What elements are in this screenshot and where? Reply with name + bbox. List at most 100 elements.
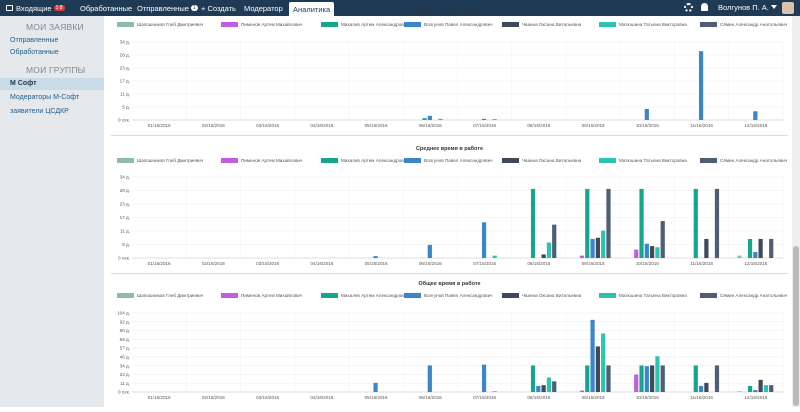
bar[interactable] bbox=[747, 385, 753, 392]
bar[interactable] bbox=[655, 356, 660, 392]
bar[interactable] bbox=[601, 333, 606, 392]
bar[interactable] bbox=[644, 243, 649, 258]
legend-item[interactable]: Чванна Оксана Витальевна bbox=[502, 158, 582, 163]
bar[interactable] bbox=[769, 238, 774, 258]
legend-item[interactable]: Волгунов Павел Александрович bbox=[404, 158, 493, 163]
legend-item[interactable]: Матюшина Татьяна Викторовна bbox=[599, 293, 687, 298]
bar[interactable] bbox=[595, 237, 600, 258]
bar[interactable] bbox=[541, 385, 546, 392]
bar[interactable] bbox=[650, 246, 655, 258]
bar[interactable] bbox=[541, 254, 546, 258]
bar[interactable] bbox=[530, 365, 536, 392]
legend-item[interactable]: Сёмин Александр Анатольевич bbox=[700, 158, 788, 163]
bar[interactable] bbox=[552, 224, 557, 258]
nav-sent[interactable]: Отправленные 1 bbox=[137, 3, 198, 13]
bar[interactable] bbox=[427, 365, 432, 392]
bar[interactable] bbox=[373, 382, 378, 392]
bar[interactable] bbox=[492, 119, 497, 120]
legend-item[interactable]: Матюшина Татьяна Викторовна bbox=[599, 158, 687, 163]
scrollbar[interactable] bbox=[792, 16, 800, 407]
bar[interactable] bbox=[481, 222, 487, 258]
bar[interactable] bbox=[714, 188, 720, 258]
bar[interactable] bbox=[546, 242, 552, 258]
chevron-down-icon[interactable] bbox=[771, 5, 777, 9]
bar[interactable] bbox=[714, 365, 720, 392]
legend-item[interactable]: Волгунов Павел Александрович bbox=[404, 293, 493, 298]
bar[interactable] bbox=[492, 391, 497, 392]
legend-item[interactable]: Михалев Артем Александрович bbox=[321, 22, 409, 27]
legend-item[interactable]: Шапошников Глеб Дмитриевич bbox=[117, 22, 204, 27]
sidebar-group-m-soft[interactable]: М Софт bbox=[0, 78, 104, 90]
bar[interactable] bbox=[753, 111, 758, 120]
bar[interactable] bbox=[644, 108, 649, 120]
user-name[interactable]: Волгунов П. А. bbox=[718, 3, 769, 12]
bar[interactable] bbox=[737, 391, 742, 392]
bar[interactable] bbox=[639, 188, 644, 258]
legend-item[interactable]: Шапошников Глеб Дмитриевич bbox=[117, 293, 204, 298]
bar[interactable] bbox=[427, 115, 432, 120]
legend-item[interactable]: Чванна Оксана Витальевна bbox=[502, 293, 582, 298]
bar[interactable] bbox=[585, 365, 590, 392]
bell-icon[interactable] bbox=[701, 3, 708, 11]
bar[interactable] bbox=[693, 188, 698, 258]
bar[interactable] bbox=[481, 118, 487, 120]
bar[interactable] bbox=[698, 385, 704, 392]
legend-item[interactable]: Сёмин Александр Анатольевич bbox=[700, 293, 788, 298]
legend-item[interactable]: Матюшина Татьяна Викторовна bbox=[599, 22, 687, 27]
nav-analytics[interactable]: Аналитика bbox=[289, 2, 335, 16]
sidebar-link-sent[interactable]: Отправленные bbox=[10, 37, 59, 44]
legend-item[interactable]: Михалев Артем Александрович bbox=[321, 158, 409, 163]
nav-inbox[interactable]: Входящие 1 8 bbox=[2, 0, 69, 16]
bar[interactable] bbox=[704, 382, 709, 392]
bar[interactable] bbox=[763, 385, 769, 392]
legend-item[interactable]: Пименов Артем Михайлович bbox=[221, 157, 303, 163]
bar[interactable] bbox=[634, 374, 639, 392]
bar[interactable] bbox=[650, 365, 655, 392]
bar[interactable] bbox=[758, 238, 763, 258]
sidebar-group-applicants[interactable]: заявители ЦСДКР bbox=[10, 108, 69, 115]
legend-item[interactable]: Михалев Артем Александрович bbox=[321, 293, 409, 298]
bar[interactable] bbox=[753, 390, 758, 392]
legend-item[interactable]: Пименов Артем Михайлович bbox=[221, 21, 303, 27]
nav-create[interactable]: + Создать bbox=[201, 3, 236, 13]
gear-icon[interactable] bbox=[684, 3, 693, 12]
bar[interactable] bbox=[606, 188, 611, 258]
bar[interactable] bbox=[639, 365, 644, 392]
legend-item[interactable]: Сёмин Александр Анатольевич bbox=[700, 22, 788, 27]
legend-item[interactable]: Шапошников Глеб Дмитриевич bbox=[117, 158, 204, 163]
bar[interactable] bbox=[698, 51, 704, 121]
nav-moderator[interactable]: Модератор bbox=[244, 3, 283, 13]
bar[interactable] bbox=[552, 381, 557, 392]
bar[interactable] bbox=[595, 346, 600, 392]
legend-item[interactable]: Чванна Оксана Витальевна bbox=[502, 22, 582, 27]
bar[interactable] bbox=[606, 365, 611, 392]
bar[interactable] bbox=[601, 230, 606, 258]
bar[interactable] bbox=[737, 255, 742, 258]
legend-item[interactable]: Пименов Артем Михайлович bbox=[221, 292, 303, 298]
bar[interactable] bbox=[373, 256, 378, 258]
bar[interactable] bbox=[758, 379, 763, 392]
bar[interactable] bbox=[660, 221, 665, 258]
bar[interactable] bbox=[438, 118, 443, 120]
bar[interactable] bbox=[585, 188, 590, 258]
bar[interactable] bbox=[427, 244, 432, 258]
bar[interactable] bbox=[769, 385, 774, 392]
legend-item[interactable]: Волгунов Павел Александрович bbox=[404, 22, 493, 27]
bar[interactable] bbox=[753, 252, 758, 258]
bar[interactable] bbox=[693, 365, 698, 392]
sidebar-link-processed[interactable]: Обработанные bbox=[10, 49, 59, 56]
bar[interactable] bbox=[660, 365, 665, 392]
avatar[interactable] bbox=[782, 2, 794, 14]
bar[interactable] bbox=[590, 238, 595, 258]
sidebar-group-moderators[interactable]: Модераторы М-Софт bbox=[10, 94, 80, 101]
nav-processed[interactable]: Обработанные bbox=[80, 3, 133, 13]
bar[interactable] bbox=[655, 247, 660, 258]
bar[interactable] bbox=[536, 385, 541, 392]
scrollbar-thumb[interactable] bbox=[793, 246, 799, 406]
bar[interactable] bbox=[422, 118, 427, 120]
bar[interactable] bbox=[481, 364, 487, 392]
bar[interactable] bbox=[590, 319, 595, 392]
bar[interactable] bbox=[704, 238, 709, 258]
bar[interactable] bbox=[579, 390, 585, 392]
bar[interactable] bbox=[546, 377, 552, 392]
